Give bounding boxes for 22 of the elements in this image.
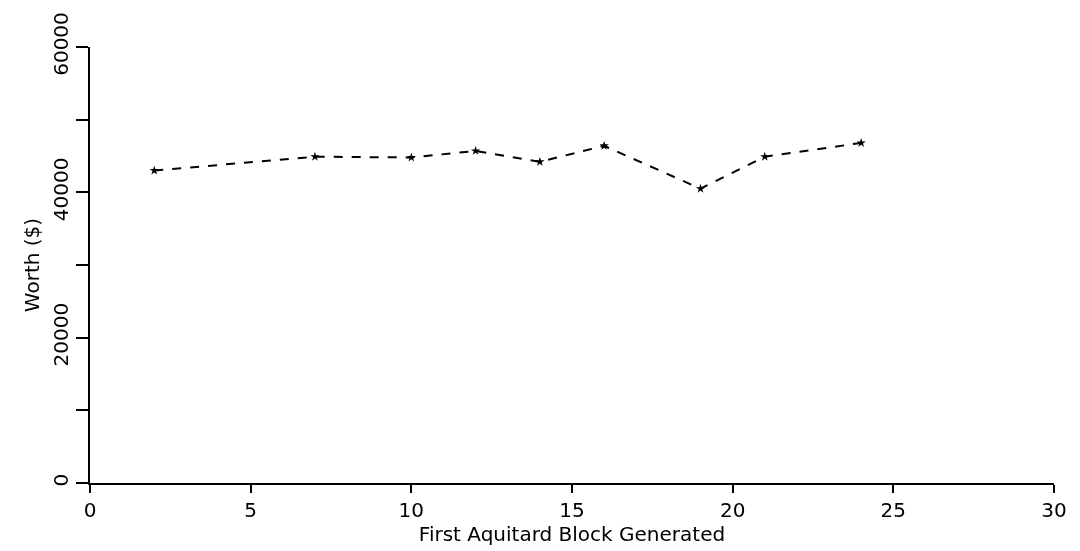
point [856, 138, 866, 147]
x-axis-title: First Aquitard Block Generated [418, 522, 726, 546]
y-tick-label: 40000 [49, 157, 73, 222]
point [760, 151, 770, 161]
point [310, 151, 320, 161]
point [599, 140, 609, 150]
x-tick-label: 0 [83, 498, 97, 522]
x-tick-label: 10 [398, 498, 425, 522]
y-axis-title: Worth ($) [20, 217, 44, 313]
x-tick-label: 5 [244, 498, 258, 522]
point [470, 146, 481, 155]
point [149, 165, 159, 175]
point [695, 183, 706, 193]
point [406, 152, 416, 162]
y-tick-label: 0 [49, 473, 73, 487]
y-tick-label: 20000 [49, 302, 73, 367]
x-tick-label: 30 [1041, 498, 1067, 522]
x-tick-label: 15 [559, 498, 585, 522]
x-tick-label: 20 [719, 498, 746, 522]
point [535, 156, 545, 166]
x-tick-label: 25 [880, 498, 907, 522]
y-tick-label: 60000 [49, 12, 73, 76]
